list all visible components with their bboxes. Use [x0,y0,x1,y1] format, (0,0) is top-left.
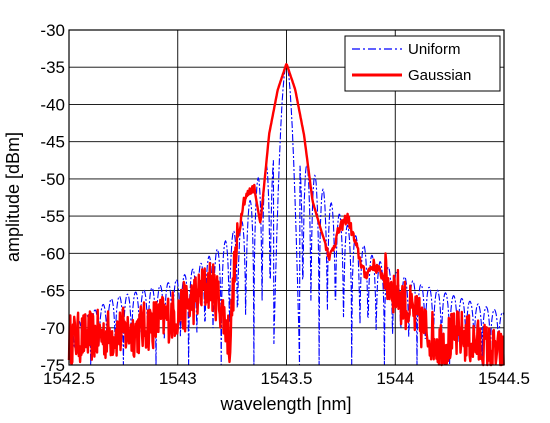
y-tick-label: -45 [40,133,65,152]
y-tick-label: -60 [40,244,65,263]
y-tick-label: -75 [40,356,65,375]
y-tick-label: -35 [40,58,65,77]
series-gaussian-line [67,62,505,367]
y-tick-label: -40 [40,95,65,114]
y-tick-label: -70 [40,319,65,338]
y-tick-label: -55 [40,207,65,226]
plot-frame [68,29,505,366]
legend-box [344,35,501,92]
x-tick-label: 1543.5 [261,369,313,388]
legend: Uniform Gaussian [344,35,501,92]
x-tick-label: 1542.5 [43,369,95,388]
y-tick-label: -65 [40,282,65,301]
y-axis-label: amplitude [dBm] [3,132,23,262]
x-tick-label: 1544 [376,369,414,388]
x-tick-label: 1544.5 [478,369,530,388]
y-tick-label: -30 [40,21,65,40]
legend-label-gaussian: Gaussian [408,67,471,84]
series-layer [67,62,505,367]
legend-label-uniform: Uniform [408,41,461,58]
x-tick-label: 1543 [159,369,197,388]
y-tick-label: -50 [40,170,65,189]
x-axis-label: wavelength [nm] [219,394,351,414]
ticks: 1542.5 1543 1543.5 1544 1544.5 -30 -35 -40 -45 -5… [40,21,530,388]
